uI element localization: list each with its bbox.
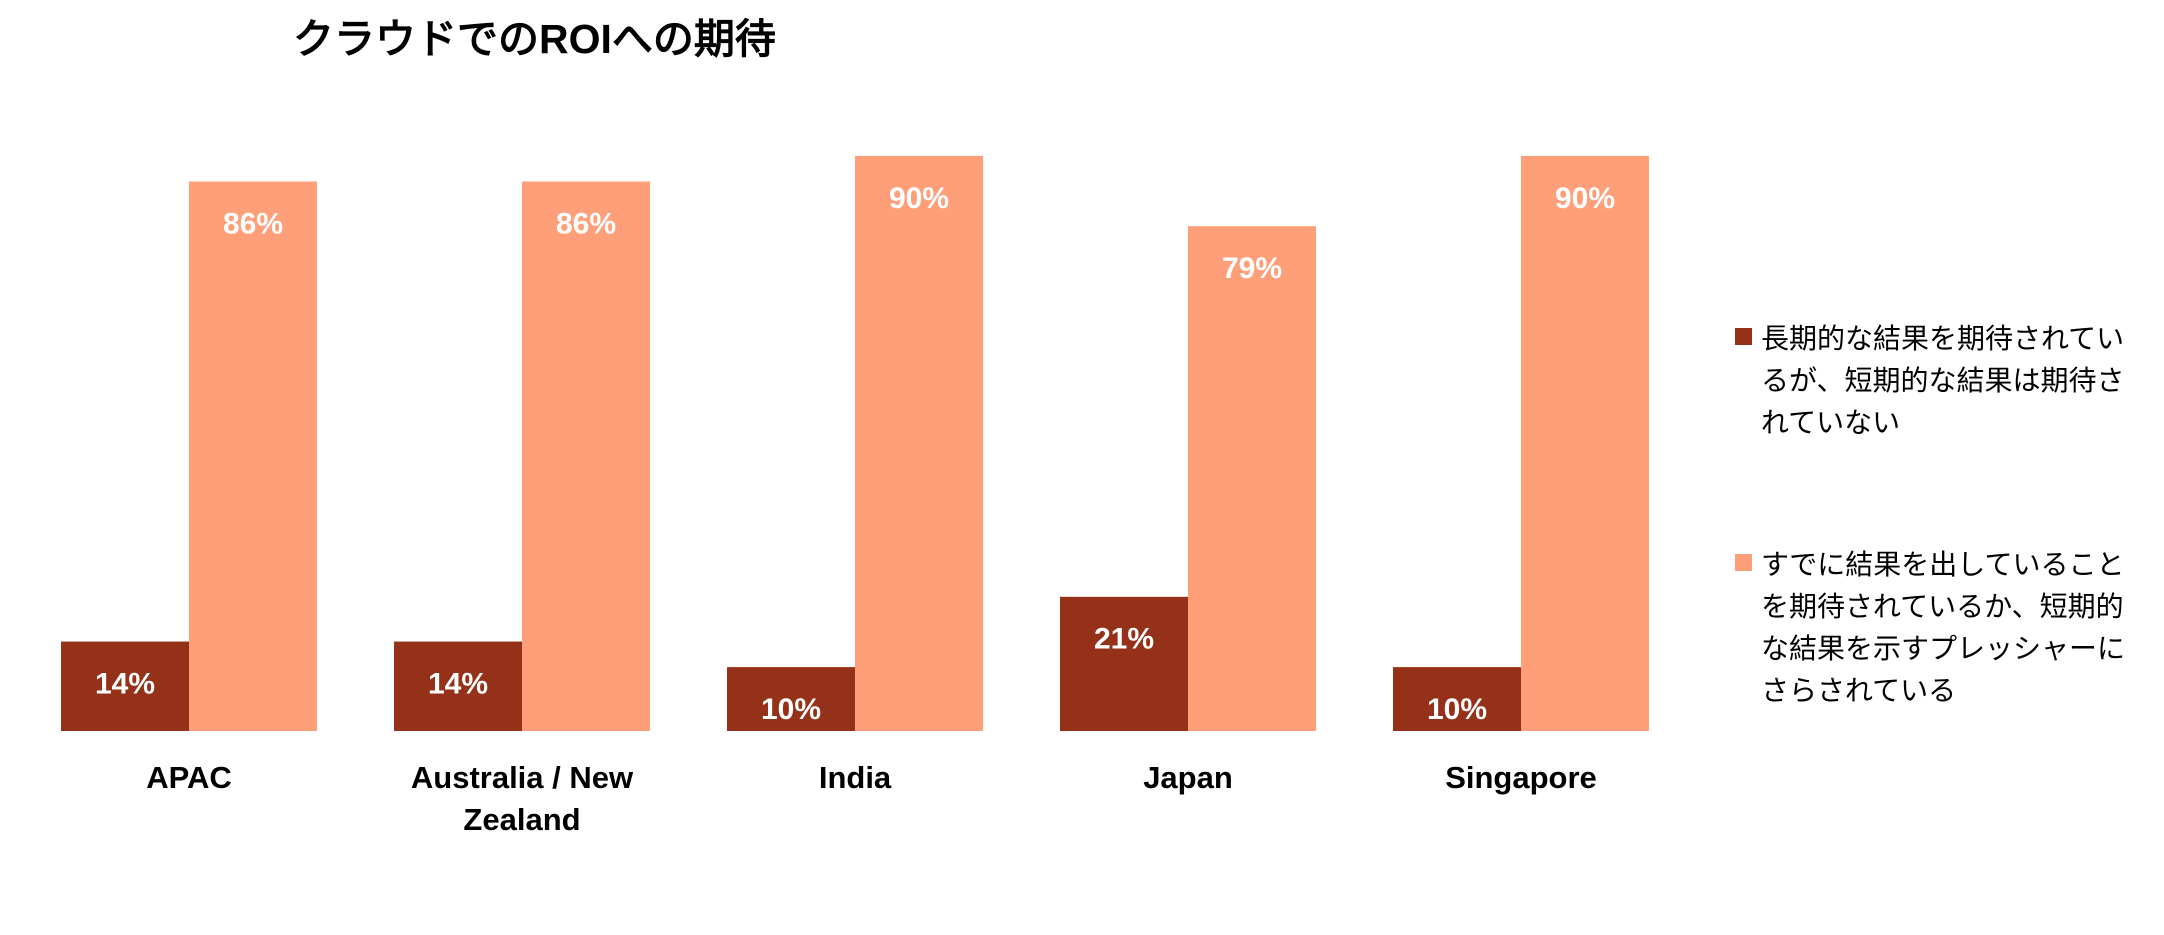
data-label: 90%: [889, 182, 949, 215]
bar: [1188, 226, 1316, 731]
bar: [1393, 667, 1521, 731]
bar: [522, 181, 650, 731]
data-label: 79%: [1222, 252, 1282, 285]
legend-item: 長期的な結果を期待されているが、短期的な結果は期待されていない: [1735, 318, 2135, 444]
legend-item: すでに結果を出していることを期待されているか、短期的な結果を示すプレッシャーにさ…: [1735, 544, 2135, 712]
legend-swatch: [1735, 554, 1752, 571]
x-tick-label: Japan: [1143, 760, 1233, 795]
legend-swatch: [1735, 328, 1752, 345]
data-label: 14%: [95, 667, 155, 700]
legend-label: 長期的な結果を期待されているが、短期的な結果は期待されていない: [1761, 323, 2125, 438]
data-label: 86%: [223, 207, 283, 240]
data-label: 90%: [1555, 182, 1615, 215]
data-label: 86%: [556, 207, 616, 240]
legend-label: すでに結果を出していることを期待されているか、短期的な結果を示すプレッシャーにさ…: [1761, 549, 2126, 706]
x-tick-label: APAC: [146, 760, 232, 795]
data-label: 21%: [1094, 623, 1154, 656]
bar: [855, 155, 983, 731]
chart-title: クラウドでのROIへの期待: [293, 16, 776, 62]
x-tick-label: India: [818, 760, 892, 795]
data-label: 14%: [428, 667, 488, 700]
data-label: 10%: [761, 693, 821, 726]
bar: [189, 181, 317, 731]
bar: [61, 641, 189, 731]
bar: [394, 641, 522, 731]
bar: [727, 667, 855, 731]
bar: [1521, 155, 1649, 731]
data-label: 10%: [1427, 693, 1487, 726]
x-tick-label: Australia / New Zealand: [410, 760, 634, 837]
x-tick-label: Singapore: [1445, 760, 1597, 795]
bar: [1060, 596, 1188, 731]
